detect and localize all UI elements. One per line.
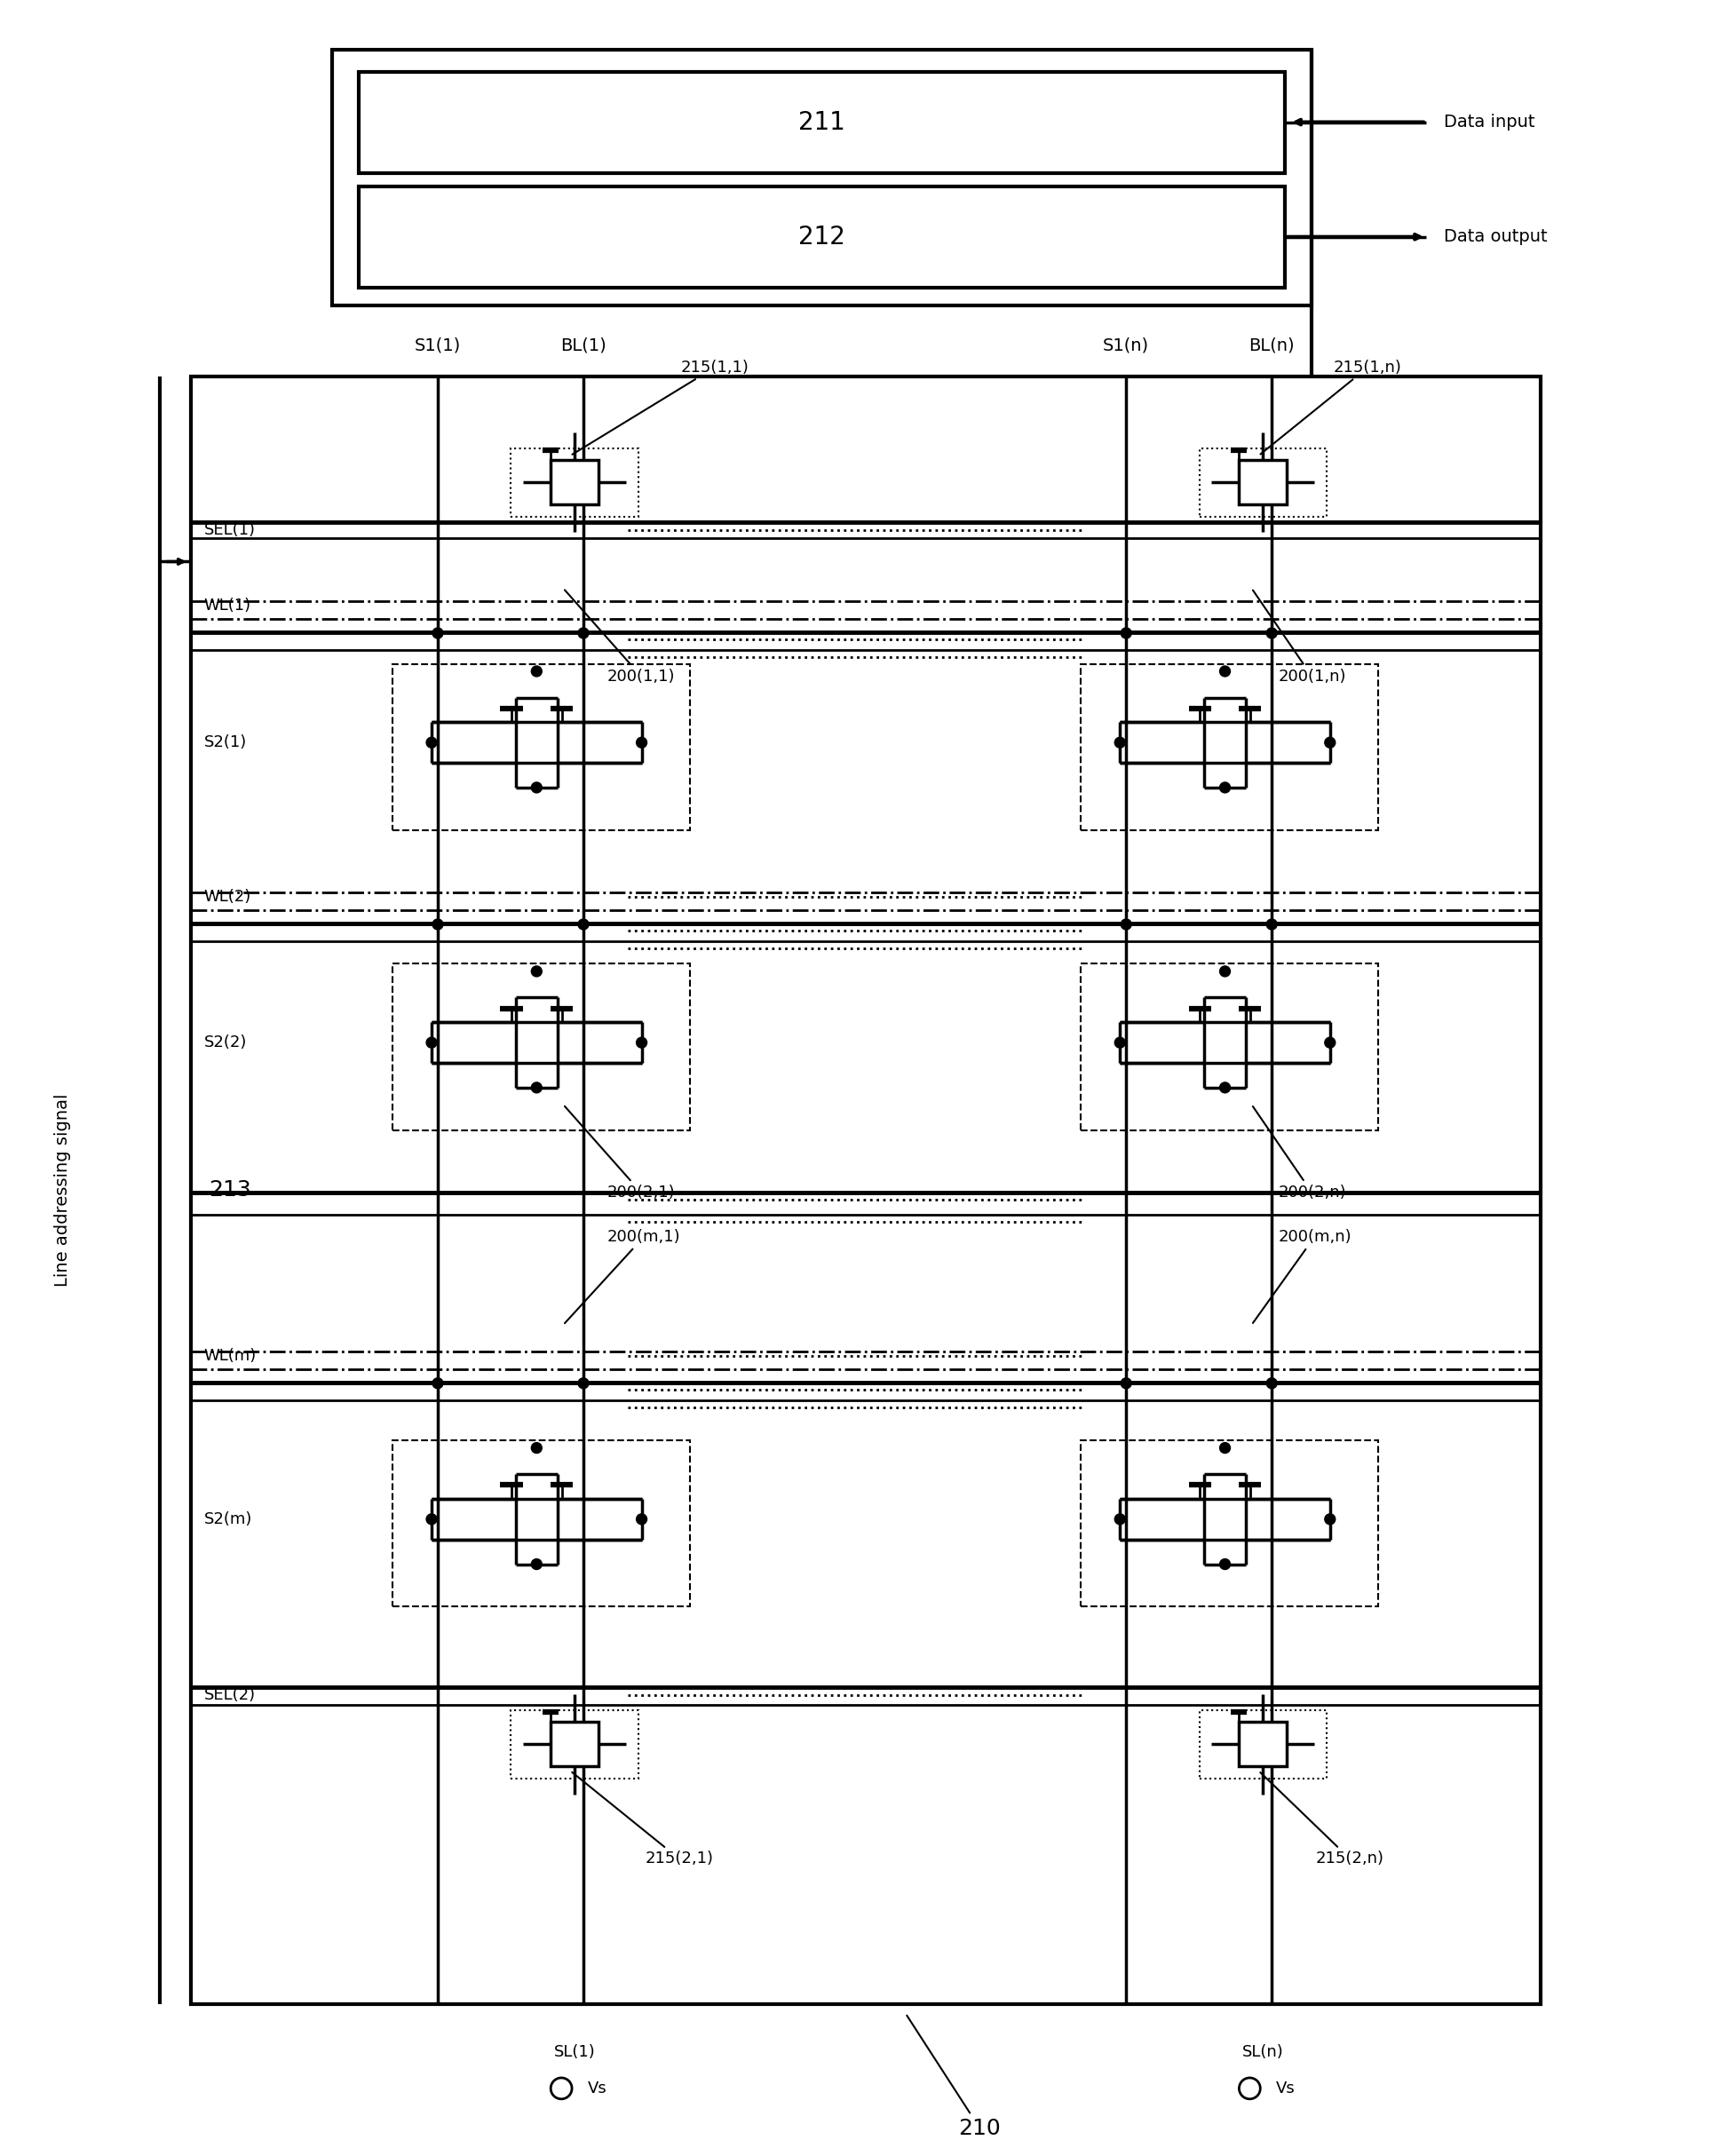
- Text: S1(n): S1(n): [1102, 338, 1149, 355]
- Bar: [550, 460, 599, 505]
- Circle shape: [1115, 1038, 1125, 1049]
- Circle shape: [425, 1038, 437, 1049]
- Text: Line addressing signal: Line addressing signal: [54, 1094, 71, 1286]
- Text: Data input: Data input: [1443, 113, 1535, 131]
- Text: Vs: Vs: [587, 2080, 608, 2097]
- Text: WL(1): WL(1): [203, 597, 252, 614]
- Text: S2(2): S2(2): [203, 1034, 247, 1051]
- Circle shape: [432, 627, 443, 638]
- Text: 200(1,n): 200(1,n): [1252, 591, 1345, 685]
- Circle shape: [1219, 783, 1229, 792]
- Circle shape: [531, 783, 542, 792]
- Circle shape: [1219, 965, 1229, 976]
- Text: 213: 213: [208, 1179, 252, 1201]
- Text: WL(2): WL(2): [203, 888, 252, 905]
- Circle shape: [578, 627, 589, 638]
- Text: 215(1,n): 215(1,n): [1260, 360, 1401, 454]
- Circle shape: [531, 1442, 542, 1453]
- Text: S2(m): S2(m): [203, 1511, 252, 1528]
- Text: S2(1): S2(1): [203, 734, 247, 751]
- Circle shape: [1219, 1558, 1229, 1569]
- Bar: [1080, 663, 1378, 830]
- Text: SL(n): SL(n): [1241, 2044, 1283, 2061]
- Bar: [1080, 963, 1378, 1130]
- Bar: [358, 186, 1285, 289]
- Text: SL(1): SL(1): [554, 2044, 595, 2061]
- Circle shape: [1219, 1083, 1229, 1094]
- Circle shape: [1325, 1038, 1335, 1049]
- Bar: [392, 1440, 689, 1607]
- Circle shape: [531, 1083, 542, 1094]
- Circle shape: [1219, 1442, 1229, 1453]
- Text: 215(2,n): 215(2,n): [1260, 1772, 1384, 1866]
- Text: Vs: Vs: [1276, 2080, 1295, 2097]
- Circle shape: [635, 1038, 646, 1049]
- Circle shape: [531, 965, 542, 976]
- Bar: [392, 963, 689, 1130]
- Circle shape: [432, 918, 443, 929]
- Circle shape: [531, 666, 542, 676]
- Bar: [1200, 1710, 1326, 1778]
- Bar: [510, 1710, 637, 1778]
- Circle shape: [1120, 627, 1130, 638]
- Circle shape: [1120, 918, 1130, 929]
- Circle shape: [432, 1378, 443, 1389]
- Circle shape: [1120, 1378, 1130, 1389]
- Text: WL(m): WL(m): [203, 1348, 257, 1363]
- Circle shape: [635, 738, 646, 747]
- Circle shape: [1266, 627, 1276, 638]
- Circle shape: [1115, 1513, 1125, 1524]
- Circle shape: [425, 738, 437, 747]
- Circle shape: [1219, 666, 1229, 676]
- Circle shape: [1266, 918, 1276, 929]
- Circle shape: [1266, 1378, 1276, 1389]
- Text: BL(n): BL(n): [1248, 338, 1293, 355]
- Circle shape: [578, 918, 589, 929]
- Bar: [1238, 1723, 1286, 1766]
- Text: BL(1): BL(1): [561, 338, 606, 355]
- Circle shape: [531, 1558, 542, 1569]
- Text: 211: 211: [799, 109, 845, 135]
- Circle shape: [635, 1513, 646, 1524]
- Bar: [1200, 447, 1326, 516]
- Bar: [392, 663, 689, 830]
- Text: SEL(2): SEL(2): [203, 1686, 255, 1703]
- Text: 200(2,n): 200(2,n): [1252, 1106, 1345, 1201]
- Bar: [550, 1723, 599, 1766]
- Text: Data output: Data output: [1443, 229, 1547, 246]
- Bar: [1080, 1440, 1378, 1607]
- Bar: [510, 447, 637, 516]
- Text: 200(m,n): 200(m,n): [1252, 1228, 1351, 1323]
- Text: 212: 212: [799, 225, 845, 248]
- Circle shape: [1325, 738, 1335, 747]
- Text: S1(1): S1(1): [415, 338, 460, 355]
- Bar: [191, 377, 1540, 2005]
- Text: 200(m,1): 200(m,1): [564, 1228, 681, 1323]
- Bar: [332, 49, 1311, 306]
- Text: 200(1,1): 200(1,1): [564, 591, 675, 685]
- Text: 210: 210: [906, 2016, 1000, 2138]
- Bar: [1238, 460, 1286, 505]
- Circle shape: [578, 1378, 589, 1389]
- Circle shape: [1325, 1513, 1335, 1524]
- Text: 215(2,1): 215(2,1): [571, 1772, 713, 1866]
- Text: 215(1,1): 215(1,1): [571, 360, 748, 454]
- Circle shape: [1115, 738, 1125, 747]
- Circle shape: [425, 1513, 437, 1524]
- Text: SEL(1): SEL(1): [203, 522, 255, 537]
- Bar: [358, 73, 1285, 173]
- Text: 200(2,1): 200(2,1): [564, 1106, 675, 1201]
